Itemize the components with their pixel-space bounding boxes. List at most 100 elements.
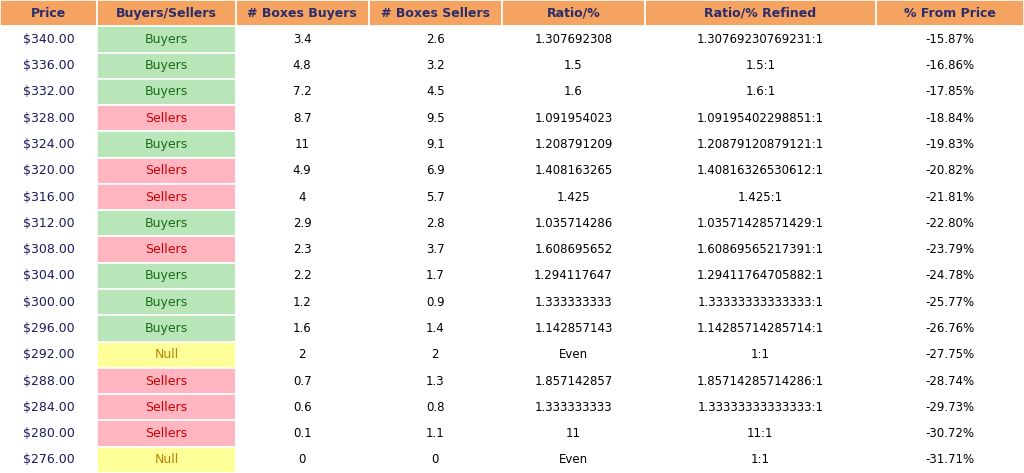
Bar (97, 158, 236, 184)
Text: Ratio/% Refined: Ratio/% Refined (705, 7, 816, 20)
Text: Sellers: Sellers (145, 375, 187, 387)
Text: Null: Null (155, 453, 178, 466)
Bar (236, 53, 369, 79)
Text: -30.72%: -30.72% (926, 427, 974, 440)
Bar (0, 105, 97, 131)
Text: 0.6: 0.6 (293, 401, 311, 414)
Text: 1:1: 1:1 (751, 453, 770, 466)
Text: $316.00: $316.00 (23, 191, 75, 203)
Text: Buyers: Buyers (144, 322, 188, 335)
Text: 4.5: 4.5 (426, 86, 444, 98)
Bar (0, 79, 97, 105)
Text: -16.86%: -16.86% (926, 59, 974, 72)
Text: 1.20879120879121:1: 1.20879120879121:1 (696, 138, 824, 151)
Bar (236, 236, 369, 263)
Text: 1.60869565217391:1: 1.60869565217391:1 (696, 243, 824, 256)
Text: 1.294117647: 1.294117647 (535, 270, 612, 282)
Text: -15.87%: -15.87% (926, 33, 974, 46)
Bar (645, 315, 876, 342)
Bar (369, 394, 502, 420)
Bar (645, 368, 876, 394)
Text: $312.00: $312.00 (23, 217, 75, 230)
Text: 0: 0 (431, 453, 439, 466)
Bar (0, 394, 97, 420)
Text: -22.80%: -22.80% (926, 217, 974, 230)
Text: Sellers: Sellers (145, 112, 187, 125)
Bar (876, 420, 1024, 447)
Text: 1.1: 1.1 (426, 427, 444, 440)
Bar (502, 447, 645, 473)
Bar (369, 289, 502, 315)
Bar (369, 184, 502, 210)
Text: 11: 11 (566, 427, 581, 440)
Text: 1.208791209: 1.208791209 (535, 138, 612, 151)
Text: 1.40816326530612:1: 1.40816326530612:1 (696, 164, 824, 177)
Text: 1.142857143: 1.142857143 (535, 322, 612, 335)
Bar (876, 26, 1024, 53)
Text: 1.4: 1.4 (426, 322, 444, 335)
Text: 1.5: 1.5 (564, 59, 583, 72)
Bar (876, 0, 1024, 26)
Text: 0: 0 (298, 453, 306, 466)
Bar (876, 184, 1024, 210)
Text: $288.00: $288.00 (23, 375, 75, 387)
Bar (645, 289, 876, 315)
Bar (876, 394, 1024, 420)
Bar (369, 79, 502, 105)
Bar (236, 263, 369, 289)
Bar (369, 53, 502, 79)
Text: 4.8: 4.8 (293, 59, 311, 72)
Bar (236, 158, 369, 184)
Bar (236, 342, 369, 368)
Bar (97, 368, 236, 394)
Bar (876, 289, 1024, 315)
Bar (876, 79, 1024, 105)
Bar (236, 394, 369, 420)
Text: $324.00: $324.00 (23, 138, 75, 151)
Text: 2.6: 2.6 (426, 33, 444, 46)
Bar (645, 184, 876, 210)
Bar (236, 184, 369, 210)
Bar (0, 315, 97, 342)
Bar (369, 26, 502, 53)
Bar (645, 131, 876, 158)
Bar (0, 236, 97, 263)
Bar (97, 210, 236, 236)
Bar (97, 315, 236, 342)
Bar (502, 79, 645, 105)
Text: Even: Even (559, 453, 588, 466)
Bar (502, 26, 645, 53)
Text: -21.81%: -21.81% (926, 191, 974, 203)
Text: 5.7: 5.7 (426, 191, 444, 203)
Bar (0, 420, 97, 447)
Bar (502, 105, 645, 131)
Text: -19.83%: -19.83% (926, 138, 974, 151)
Bar (645, 0, 876, 26)
Bar (876, 158, 1024, 184)
Text: Buyers: Buyers (144, 217, 188, 230)
Text: 1:1: 1:1 (751, 348, 770, 361)
Text: 11:1: 11:1 (748, 427, 773, 440)
Text: 11: 11 (295, 138, 309, 151)
Text: 2.8: 2.8 (426, 217, 444, 230)
Text: 2.3: 2.3 (293, 243, 311, 256)
Text: Buyers: Buyers (144, 33, 188, 46)
Text: 1.425: 1.425 (557, 191, 590, 203)
Bar (236, 447, 369, 473)
Bar (876, 447, 1024, 473)
Text: 1.333333333: 1.333333333 (535, 401, 612, 414)
Bar (876, 368, 1024, 394)
Text: -27.75%: -27.75% (926, 348, 974, 361)
Text: Buyers: Buyers (144, 86, 188, 98)
Text: $276.00: $276.00 (23, 453, 75, 466)
Bar (0, 131, 97, 158)
Bar (645, 236, 876, 263)
Text: $296.00: $296.00 (23, 322, 75, 335)
Bar (97, 79, 236, 105)
Text: Buyers: Buyers (144, 59, 188, 72)
Bar (502, 394, 645, 420)
Text: -26.76%: -26.76% (925, 322, 975, 335)
Bar (645, 210, 876, 236)
Text: 1.608695652: 1.608695652 (535, 243, 612, 256)
Text: 0.8: 0.8 (426, 401, 444, 414)
